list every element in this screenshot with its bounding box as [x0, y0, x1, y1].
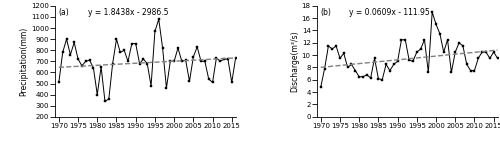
Y-axis label: Precipitation(mm): Precipitation(mm)	[19, 27, 28, 96]
Y-axis label: Discharge(m³/s): Discharge(m³/s)	[290, 31, 299, 92]
Text: y = 0.0609x - 111.95: y = 0.0609x - 111.95	[350, 8, 430, 17]
Text: y = 1.8438x - 2986.5: y = 1.8438x - 2986.5	[88, 8, 168, 17]
Text: (a): (a)	[58, 8, 70, 17]
Text: (b): (b)	[320, 8, 332, 17]
